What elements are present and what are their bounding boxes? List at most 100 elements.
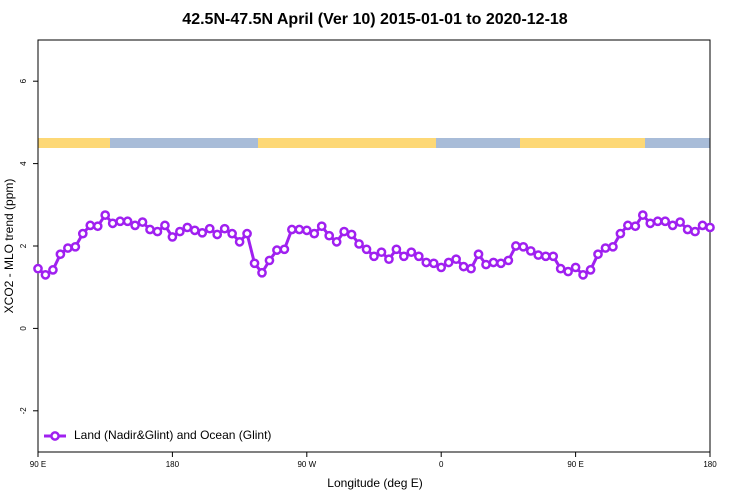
- data-point: [77, 228, 88, 239]
- data-point: [428, 258, 439, 269]
- data-point: [272, 245, 282, 255]
- data-point: [369, 251, 379, 262]
- data-point: [40, 269, 51, 280]
- data-point: [675, 217, 685, 227]
- data-point: [219, 223, 230, 234]
- data-point: [287, 224, 297, 235]
- data-point: [667, 220, 678, 231]
- data-point: [615, 228, 626, 239]
- x-tick-label: 90 W: [297, 460, 316, 469]
- data-point: [563, 266, 573, 277]
- data-point: [107, 218, 118, 229]
- data-point: [331, 237, 342, 247]
- y-axis-label: XCO2 - MLO trend (ppm): [2, 179, 16, 314]
- data-point: [63, 243, 73, 253]
- data-point: [608, 241, 618, 252]
- data-point: [197, 227, 208, 238]
- data-point: [33, 263, 43, 274]
- data-point: [585, 265, 596, 275]
- data-point: [451, 254, 461, 265]
- data-point: [167, 232, 178, 242]
- x-tick-label: 180: [703, 460, 717, 469]
- data-point: [227, 228, 237, 239]
- data-point: [637, 210, 648, 220]
- data-point: [384, 254, 394, 265]
- legend-marker: [50, 431, 60, 441]
- data-point: [399, 251, 409, 262]
- legend-label: Land (Nadir&Glint) and Ocean (Glint): [74, 428, 271, 442]
- data-point: [346, 229, 357, 240]
- x-tick-label: 90 E: [30, 460, 46, 469]
- data-point: [152, 226, 163, 237]
- data-point: [115, 216, 125, 227]
- data-point: [697, 220, 708, 231]
- data-point: [294, 224, 305, 235]
- data-point: [301, 225, 312, 236]
- data-point: [690, 226, 700, 237]
- data-point: [540, 251, 551, 262]
- data-point: [593, 249, 603, 260]
- data-point: [705, 222, 715, 233]
- y-tick-label: 0: [19, 326, 28, 331]
- data-point: [436, 262, 447, 273]
- data-point: [145, 224, 155, 235]
- x-axis-label: Longitude (deg E): [327, 476, 422, 490]
- data-point: [316, 221, 327, 232]
- data-point: [160, 220, 170, 231]
- data-point: [466, 263, 476, 274]
- data-point: [130, 220, 140, 231]
- data-point: [533, 250, 544, 260]
- data-point: [578, 269, 588, 280]
- y-tick-label: 2: [19, 243, 28, 248]
- data-point: [279, 244, 290, 255]
- data-point: [413, 251, 424, 262]
- data-point: [137, 217, 148, 227]
- data-point: [391, 244, 402, 255]
- data-point: [92, 221, 103, 232]
- data-point: [660, 216, 671, 227]
- data-point: [548, 251, 559, 262]
- y-tick-label: 6: [19, 78, 28, 83]
- x-tick-label: 90 E: [567, 460, 583, 469]
- data-point: [189, 225, 200, 236]
- data-point: [376, 247, 387, 258]
- data-point: [182, 222, 193, 233]
- land-ocean-strip: [38, 138, 710, 148]
- data-point: [264, 255, 275, 266]
- data-point: [630, 221, 641, 232]
- data-point: [324, 230, 335, 241]
- x-tick-label: 180: [166, 460, 180, 469]
- data-point: [488, 257, 499, 268]
- data-point: [339, 226, 349, 237]
- y-tick-label: 4: [19, 161, 28, 166]
- data-point: [623, 220, 633, 231]
- data-point: [443, 257, 454, 268]
- data-point: [70, 241, 81, 252]
- data-point: [525, 246, 536, 256]
- data-point: [361, 244, 372, 255]
- data-point: [503, 255, 514, 266]
- data-point: [55, 249, 66, 260]
- data-point: [518, 241, 529, 252]
- data-point: [406, 247, 417, 258]
- data-point: [555, 263, 566, 274]
- data-point: [481, 259, 491, 270]
- data-point: [249, 258, 260, 269]
- data-point: [212, 229, 223, 240]
- data-point: [122, 216, 133, 227]
- data-point: [652, 216, 663, 227]
- data-point: [175, 226, 185, 237]
- data-point: [421, 257, 432, 268]
- data-point: [682, 224, 693, 235]
- data-point: [458, 261, 469, 272]
- data-point: [242, 228, 252, 239]
- data-point: [85, 220, 96, 231]
- data-point: [309, 228, 320, 239]
- data-point: [570, 262, 581, 273]
- chart-title: 42.5N-47.5N April (Ver 10) 2015-01-01 to…: [182, 11, 568, 28]
- data-point: [257, 267, 267, 278]
- data-point: [496, 258, 506, 269]
- data-point: [100, 210, 111, 220]
- data-point: [234, 237, 245, 247]
